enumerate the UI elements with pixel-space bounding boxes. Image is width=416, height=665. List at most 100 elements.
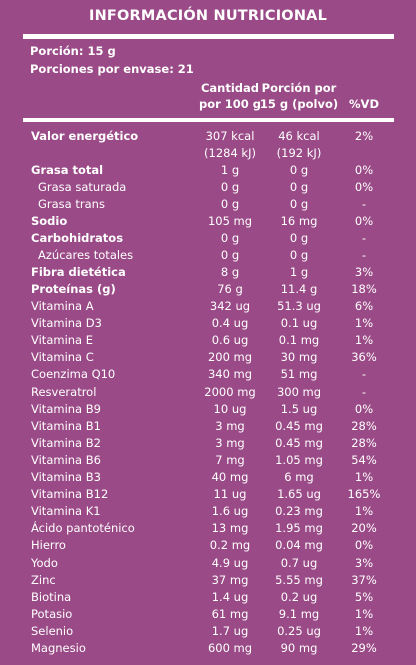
nutrient-label: Biotina (31, 589, 72, 604)
nutrient-label: Azúcares totales (38, 248, 134, 262)
header-per-serving-line2: 15 g (polvo) (259, 97, 339, 111)
nutrient-label: Magnesio (31, 641, 86, 655)
amount-per-serving: 0.1 mg (278, 333, 320, 348)
nutrient-label: Yodo (31, 555, 58, 570)
table-row: Grasa trans 0 g 0 g - (0, 196, 416, 213)
amount-per-serving: 0.45 mg (275, 435, 323, 450)
daily-value-percent: - (361, 231, 367, 245)
nutrient-label: Vitamina B12 (31, 487, 109, 502)
amount-per-100g: 0 g (220, 248, 240, 262)
amount-per-serving: 5.55 mg (275, 572, 323, 587)
table-row: Valor energético 307 kcal (1284 kJ) 46 kcal… (0, 128, 416, 162)
label-title: INFORMACIÓN NUTRICIONAL (88, 8, 328, 24)
table-row: Selenio 1.7 ug 0.25 ug 1% (0, 623, 416, 640)
daily-value-percent: 29% (351, 641, 377, 655)
amount-per-100g: (1284 kJ) (204, 146, 256, 160)
table-row: Grasa total 1 g 0 g 0% (0, 162, 416, 179)
amount-per-serving: 90 mg (280, 641, 318, 655)
daily-value-percent: 1% (354, 333, 374, 348)
daily-value-percent: - (361, 197, 367, 211)
table-row: Magnesio 600 mg 90 mg 29% (0, 640, 416, 657)
table-row: Fibra dietética 8 g 1 g 3% (0, 264, 416, 281)
daily-value-percent: 54% (351, 452, 377, 467)
table-row: Resveratrol 2000 mg 300 mg - (0, 384, 416, 401)
daily-value-percent: 1% (354, 316, 374, 331)
amount-per-serving: 300 mg (276, 384, 322, 399)
amount-per-100g: 2000 mg (204, 384, 256, 399)
amount-per-100g: 105 mg (207, 214, 253, 228)
daily-value-percent: 1% (354, 504, 374, 519)
nutrient-label: Vitamina B6 (31, 452, 101, 467)
daily-value-percent: 0% (354, 538, 374, 553)
daily-value-percent: 1% (354, 606, 374, 621)
nutrient-label: Vitamina B9 (31, 401, 101, 416)
nutrient-label: Vitamina B1 (31, 418, 101, 433)
amount-per-100g: 1.6 ug (211, 504, 249, 519)
daily-value-percent: 37% (351, 572, 377, 587)
amount-per-100g: 1.7 ug (211, 623, 249, 638)
amount-per-serving: 0.04 mg (275, 538, 323, 553)
amount-per-100g: 0 g (220, 180, 240, 194)
table-row: Vitamina E 0.6 ug 0.1 mg 1% (0, 332, 416, 349)
daily-value-percent: - (361, 248, 367, 262)
amount-per-100g: 7 mg (215, 452, 245, 467)
nutrient-label: Valor energético (31, 129, 139, 143)
daily-value-percent: 165% (347, 487, 381, 502)
serving-size: Porción: 15 g (30, 44, 116, 58)
amount-per-serving: 16 mg (280, 214, 318, 228)
table-row: Vitamina A 342 ug 51.3 ug 6% (0, 298, 416, 315)
nutrient-label: Carbohidratos (31, 231, 124, 245)
nutrient-label: Vitamina E (31, 333, 94, 348)
amount-per-serving: 0.45 mg (275, 418, 323, 433)
header-per-serving: Porción por 15 g (polvo) (256, 80, 342, 112)
amount-per-serving: 0 g (289, 163, 309, 177)
amount-per-serving: 1.5 ug (280, 401, 318, 416)
amount-per-serving: 1 g (289, 265, 309, 279)
amount-per-100g: 13 mg (211, 521, 249, 536)
amount-per-100g: 0.6 ug (211, 333, 249, 348)
table-row: Vitamina B12 11 ug 1.65 ug 165% (0, 486, 416, 503)
daily-value-percent: 20% (351, 521, 377, 536)
nutrient-label: Proteínas (g) (31, 282, 116, 296)
nutrient-label: Vitamina D3 (31, 316, 102, 331)
table-row: Vitamina C 200 mg 30 mg 36% (0, 349, 416, 366)
amount-per-serving: 6 mg (284, 470, 314, 484)
amount-per-serving: 0.1 ug (280, 316, 318, 331)
nutrient-label: Sodio (31, 214, 68, 228)
amount-per-100g: 342 ug (209, 299, 251, 313)
nutrient-label: Zinc (31, 572, 56, 587)
table-row: Grasa saturada 0 g 0 g 0% (0, 179, 416, 196)
daily-value-percent: 0% (354, 214, 374, 228)
amount-per-100g: 340 mg (207, 367, 253, 382)
table-row: Biotina 1.4 ug 0.2 ug 5% (0, 589, 416, 606)
nutrient-label: Grasa total (31, 163, 104, 177)
table-row: Vitamina B6 7 mg 1.05 mg 54% (0, 452, 416, 469)
daily-value-percent: 28% (351, 418, 377, 433)
daily-value-percent: 1% (354, 623, 374, 638)
daily-value-percent: 28% (351, 435, 377, 450)
amount-per-100g: 0.2 mg (209, 538, 251, 553)
nutrient-label: Selenio (31, 623, 74, 638)
amount-per-100g: 8 g (220, 265, 240, 279)
daily-value-percent: 1% (354, 470, 374, 484)
table-row: Sodio 105 mg 16 mg 0% (0, 213, 416, 230)
amount-per-serving: 30 mg (280, 350, 318, 365)
nutrient-label: Vitamina A (31, 299, 94, 313)
amount-per-serving: 9.1 mg (278, 606, 320, 621)
nutrient-label: Ácido pantoténico (31, 521, 135, 536)
nutrient-label: Vitamina B3 (31, 470, 101, 484)
table-row: Vitamina D3 0.4 ug 0.1 ug 1% (0, 315, 416, 332)
amount-per-serving: 1.65 ug (277, 487, 321, 502)
amount-per-100g: 10 ug (213, 401, 247, 416)
daily-value-percent: 0% (354, 163, 374, 177)
nutrient-label: Resveratrol (31, 384, 97, 399)
daily-value-percent: 2% (354, 129, 374, 143)
table-row: Zinc 37 mg 5.55 mg 37% (0, 572, 416, 589)
daily-value-percent: 36% (351, 350, 377, 365)
amount-per-serving: 11.4 g (280, 282, 318, 296)
header-daily-value: %VD (349, 97, 379, 111)
amount-per-serving: 0.23 mg (275, 504, 323, 519)
daily-value-percent: 0% (354, 180, 374, 194)
amount-per-serving: (192 kJ) (276, 146, 322, 160)
daily-value-percent: - (361, 367, 367, 382)
